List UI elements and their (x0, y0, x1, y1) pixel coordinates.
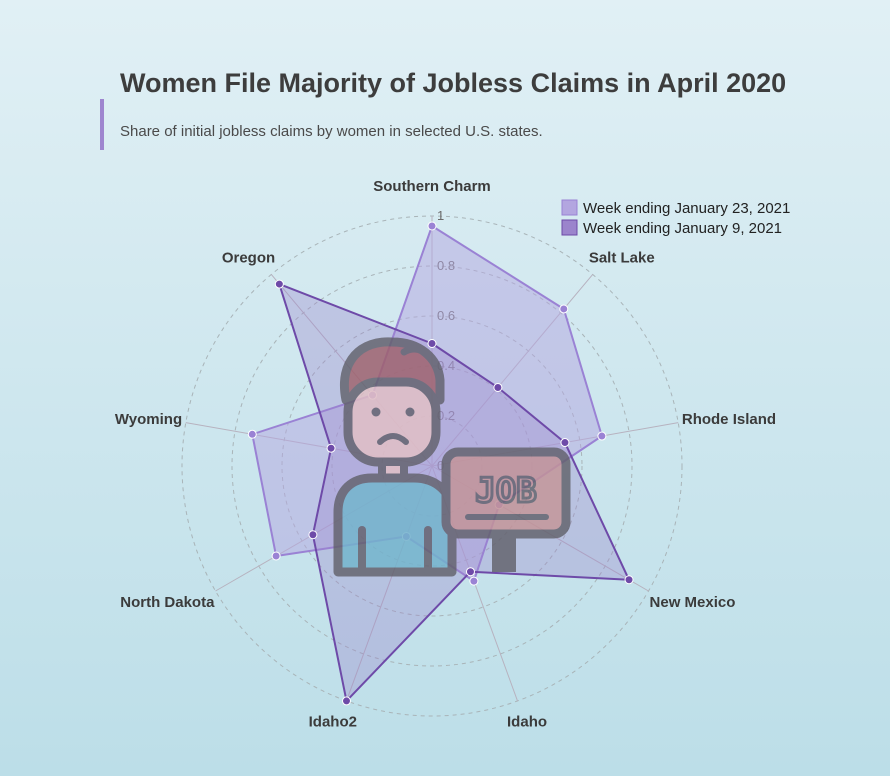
series-point[interactable] (274, 279, 284, 289)
series-point[interactable] (427, 339, 437, 348)
job-seeker-icon: JOB (333, 337, 571, 577)
legend-swatch-week-jan-23 (561, 199, 578, 216)
axis-label: Rhode Island (682, 411, 776, 428)
chart-legend: Week ending January 23, 2021 Week ending… (561, 199, 790, 237)
series-point[interactable] (465, 567, 475, 577)
legend-label-week-jan-23: Week ending January 23, 2021 (583, 200, 790, 217)
series-point[interactable] (597, 431, 607, 441)
series-point[interactable] (624, 575, 634, 585)
chart-subtitle: Share of initial jobless claims by women… (120, 123, 543, 140)
series-point[interactable] (427, 221, 437, 231)
series-point[interactable] (559, 304, 569, 314)
axis-label: Southern Charm (373, 178, 491, 195)
axis-label: Oregon (222, 250, 275, 267)
axis-label: Idaho (507, 714, 547, 731)
axis-label: Wyoming (115, 411, 182, 428)
legend-swatch-week-jan-9 (561, 219, 578, 236)
legend-label-week-jan-9: Week ending January 9, 2021 (583, 220, 782, 237)
series-point[interactable] (247, 429, 257, 439)
subtitle-accent-bar (100, 99, 104, 150)
chart-title: Women File Majority of Jobless Claims in… (120, 68, 787, 98)
radial-tick-label: 1 (437, 208, 444, 223)
series-point[interactable] (308, 530, 318, 540)
series-point[interactable] (469, 576, 479, 586)
series-point[interactable] (341, 696, 351, 706)
job-sign-text: JOB (475, 471, 536, 511)
axis-label: Salt Lake (589, 250, 655, 267)
series-point[interactable] (271, 551, 281, 561)
series-point[interactable] (493, 382, 503, 392)
axis-label: North Dakota (120, 594, 215, 611)
series-point[interactable] (560, 438, 570, 448)
radar-grid-ring (231, 265, 633, 667)
series-point[interactable] (326, 443, 336, 453)
axis-label: Idaho2 (309, 714, 357, 731)
axis-label: New Mexico (650, 594, 736, 611)
